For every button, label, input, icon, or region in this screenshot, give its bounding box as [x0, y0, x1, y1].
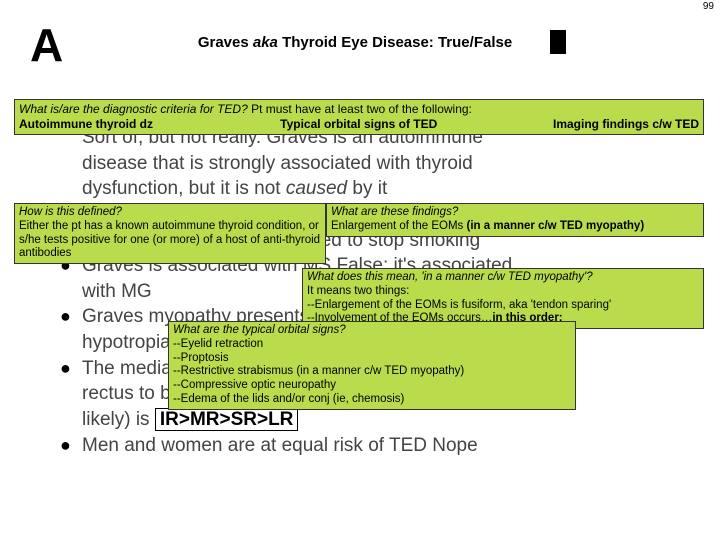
- note-criteria: What is/are the diagnostic criteria for …: [14, 99, 704, 135]
- criteria-col: Typical orbital signs of TED: [280, 117, 492, 131]
- boxed-text: IR>MR>SR>LR: [155, 408, 299, 431]
- title-post: Thyroid Eye Disease: True/False: [278, 34, 512, 51]
- note-findings: What are these findings? Enlargement of …: [326, 203, 704, 237]
- bullet-text: likely) is IR>MR>SR>LR: [82, 407, 700, 433]
- title-pre: Graves: [198, 34, 253, 51]
- bullet-text: dysfunction, but it is not caused by it: [82, 176, 700, 202]
- bullet-text: disease that is strongly associated with…: [82, 151, 700, 177]
- page-number: 99: [703, 1, 714, 12]
- criteria-col: Autoimmune thyroid dz: [19, 117, 280, 131]
- note-typical-signs: What are the typical orbital signs? --Ey…: [168, 321, 576, 410]
- title-ital: aka: [253, 34, 278, 51]
- answer-letter: A: [30, 18, 63, 72]
- bullet-text: Men and women are at equal risk of TED N…: [82, 433, 700, 459]
- title-banner: Graves aka Thyroid Eye Disease: True/Fal…: [160, 30, 566, 54]
- note-how-defined: How is this defined? Either the pt has a…: [14, 203, 326, 264]
- criteria-col: Imaging findings c/w TED: [492, 117, 699, 131]
- note-meaning: What does this mean, 'in a manner c/w TE…: [302, 268, 704, 329]
